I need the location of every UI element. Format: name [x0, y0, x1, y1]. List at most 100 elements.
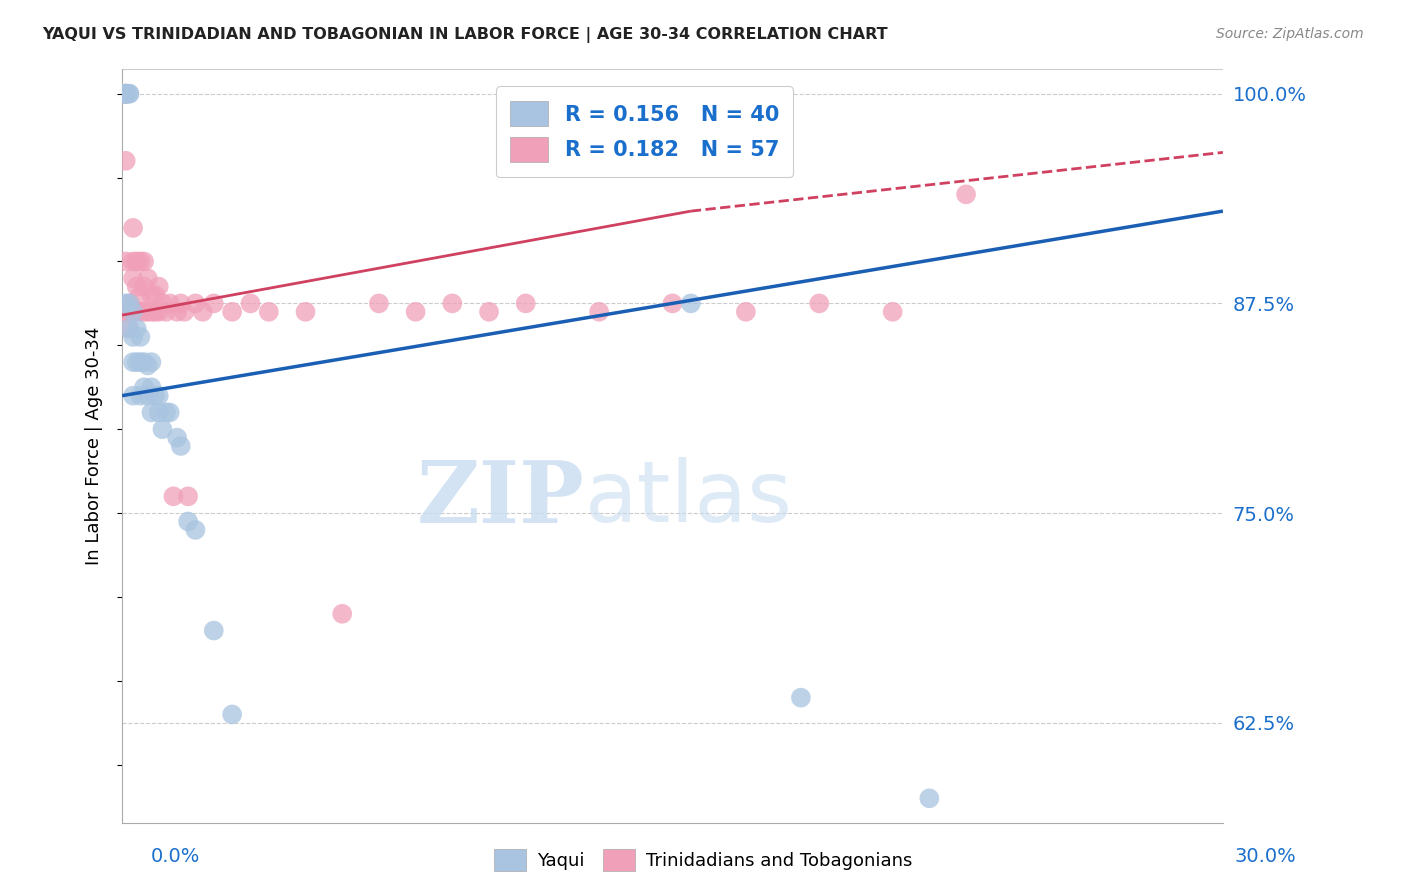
Point	[148, 279, 170, 293]
Point	[114, 305, 136, 319]
Point	[114, 87, 136, 101]
Point	[170, 296, 193, 310]
Point	[122, 271, 145, 285]
Point	[118, 305, 141, 319]
Point	[125, 355, 148, 369]
Point	[734, 305, 756, 319]
Point	[173, 305, 195, 319]
Point	[882, 305, 904, 319]
Point	[191, 305, 214, 319]
Point	[136, 389, 159, 403]
Point	[114, 87, 136, 101]
Point	[122, 355, 145, 369]
Point	[148, 305, 170, 319]
Point	[132, 380, 155, 394]
Point	[239, 296, 262, 310]
Point	[118, 87, 141, 101]
Point	[122, 305, 145, 319]
Point	[114, 153, 136, 168]
Point	[136, 305, 159, 319]
Point	[221, 305, 243, 319]
Point	[330, 607, 353, 621]
Point	[129, 305, 152, 319]
Point	[129, 288, 152, 302]
Point	[159, 296, 181, 310]
Point	[125, 254, 148, 268]
Point	[257, 305, 280, 319]
Point	[152, 296, 174, 310]
Point	[918, 791, 941, 805]
Point	[125, 321, 148, 335]
Point	[177, 489, 200, 503]
Text: Source: ZipAtlas.com: Source: ZipAtlas.com	[1216, 27, 1364, 41]
Point	[478, 305, 501, 319]
Point	[118, 321, 141, 335]
Point	[202, 296, 225, 310]
Point	[122, 254, 145, 268]
Point	[515, 296, 537, 310]
Point	[141, 305, 163, 319]
Point	[221, 707, 243, 722]
Point	[141, 355, 163, 369]
Point	[661, 296, 683, 310]
Point	[114, 87, 136, 101]
Point	[184, 523, 207, 537]
Text: ZIP: ZIP	[416, 457, 585, 541]
Point	[122, 220, 145, 235]
Point	[125, 305, 148, 319]
Point	[152, 422, 174, 436]
Point	[122, 389, 145, 403]
Point	[125, 279, 148, 293]
Point	[155, 405, 177, 419]
Text: atlas: atlas	[585, 458, 793, 541]
Point	[143, 288, 166, 302]
Point	[679, 296, 702, 310]
Point	[294, 305, 316, 319]
Point	[177, 515, 200, 529]
Point	[118, 321, 141, 335]
Point	[159, 405, 181, 419]
Point	[143, 305, 166, 319]
Point	[114, 87, 136, 101]
Point	[132, 355, 155, 369]
Point	[114, 296, 136, 310]
Point	[141, 380, 163, 394]
Point	[114, 87, 136, 101]
Legend: R = 0.156   N = 40, R = 0.182   N = 57: R = 0.156 N = 40, R = 0.182 N = 57	[496, 87, 793, 177]
Point	[368, 296, 391, 310]
Point	[155, 305, 177, 319]
Point	[166, 305, 188, 319]
Point	[118, 87, 141, 101]
Point	[132, 254, 155, 268]
Point	[118, 296, 141, 310]
Point	[143, 389, 166, 403]
Point	[129, 254, 152, 268]
Point	[114, 87, 136, 101]
Point	[441, 296, 464, 310]
Point	[955, 187, 977, 202]
Legend: Yaqui, Trinidadians and Tobagonians: Yaqui, Trinidadians and Tobagonians	[486, 842, 920, 879]
Point	[122, 305, 145, 319]
Point	[129, 355, 152, 369]
Point	[148, 389, 170, 403]
Point	[148, 405, 170, 419]
Point	[129, 330, 152, 344]
Point	[132, 279, 155, 293]
Point	[136, 271, 159, 285]
Point	[132, 305, 155, 319]
Text: 30.0%: 30.0%	[1234, 847, 1296, 866]
Point	[588, 305, 610, 319]
Point	[136, 359, 159, 373]
Point	[122, 330, 145, 344]
Point	[170, 439, 193, 453]
Point	[405, 305, 427, 319]
Point	[118, 296, 141, 310]
Point	[790, 690, 813, 705]
Point	[808, 296, 831, 310]
Text: YAQUI VS TRINIDADIAN AND TOBAGONIAN IN LABOR FORCE | AGE 30-34 CORRELATION CHART: YAQUI VS TRINIDADIAN AND TOBAGONIAN IN L…	[42, 27, 887, 43]
Point	[162, 489, 184, 503]
Y-axis label: In Labor Force | Age 30-34: In Labor Force | Age 30-34	[86, 326, 103, 566]
Point	[184, 296, 207, 310]
Point	[129, 389, 152, 403]
Point	[114, 254, 136, 268]
